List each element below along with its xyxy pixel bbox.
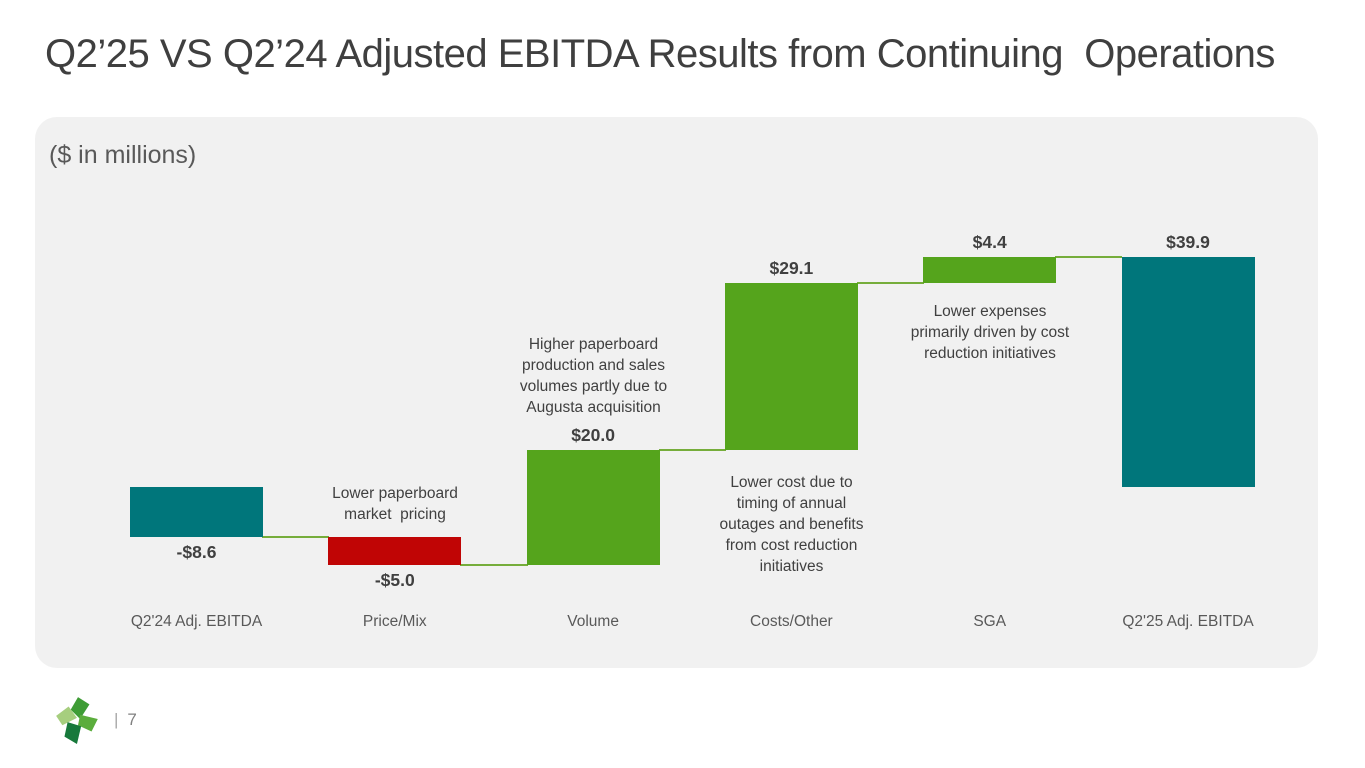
bar-value-label: -$5.0 [374, 570, 415, 591]
connector-line [460, 564, 528, 567]
category-label: Q2'24 Adj. EBITDA [130, 613, 263, 630]
waterfall-bar-q2-24-adj-ebitda [130, 487, 263, 537]
waterfall-bar-costs-other [724, 282, 858, 451]
bar-annotation: Lower paperboard market pricing [332, 485, 458, 523]
page-info: | 7 [114, 710, 137, 730]
connector-line [856, 281, 925, 284]
bar-annotation: Higher paperboard production and sales v… [519, 336, 668, 416]
bar-annotation: Lower cost due to timing of annual outag… [719, 474, 864, 575]
company-logo-icon [56, 697, 98, 744]
page-number: 7 [127, 710, 137, 729]
category-label: Price/Mix [362, 613, 427, 630]
bar-value-label: $39.9 [1166, 232, 1210, 253]
category-label: SGA [973, 613, 1007, 630]
category-label: Costs/Other [750, 613, 833, 630]
bar-value-label: -$8.6 [176, 541, 217, 562]
category-label: Volume [567, 613, 619, 630]
waterfall-bar-price-mix [328, 536, 462, 566]
unit-note-label: ($ in millions) [49, 141, 197, 169]
bar-value-label: $20.0 [571, 425, 615, 446]
footer-separator: | [114, 710, 119, 729]
bar-value-label: $29.1 [769, 257, 814, 278]
waterfall-bar-q2-25-adj-ebitda [1121, 257, 1255, 487]
connector-line [1055, 256, 1123, 259]
waterfall-bar-volume [526, 450, 660, 566]
bar-value-label: $4.4 [972, 232, 1007, 253]
waterfall-chart: -$8.6 Q2'24 Adj. EBITDA -$5.0 Price/Mix Lowe… [35, 117, 1318, 668]
slide-title: Q2’25 VS Q2’24 Adjusted EBITDA Results f… [45, 32, 1275, 76]
connector-line [658, 449, 726, 452]
connector-line [262, 535, 330, 538]
chart-panel: ($ in millions) -$8.6 Q2'24 Adj. EBITDA -$… [35, 117, 1318, 668]
bar-annotation: Lower expenses primarily driven by cost … [910, 303, 1070, 362]
category-label: Q2'25 Adj. EBITDA [1122, 613, 1254, 630]
footer: | 7 [53, 694, 137, 746]
waterfall-bar-sga [923, 257, 1057, 283]
